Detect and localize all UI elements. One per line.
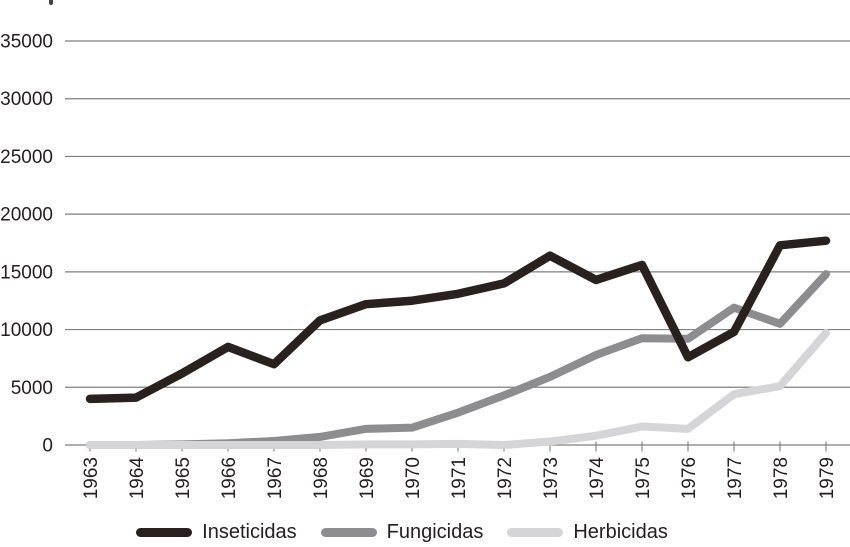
- x-axis-tick-label: 1978: [771, 457, 792, 499]
- x-axis-tick-label: 1963: [81, 457, 102, 499]
- y-axis-tick-label: 5000: [11, 378, 53, 399]
- x-axis-tick-label: 1970: [403, 457, 424, 499]
- legend-swatch-fungicidas-icon: [320, 527, 377, 537]
- y-axis-tick-label: 20000: [0, 205, 53, 226]
- gridlines: [65, 40, 850, 446]
- legend-label-fungicidas: Fungicidas: [386, 521, 484, 543]
- legend-item-fungicidas: Fungicidas: [320, 521, 484, 543]
- legend-label-inseticidas: Inseticidas: [202, 521, 297, 543]
- x-axis-tick-label: 1964: [127, 457, 148, 500]
- y-axis-tick-label: 15000: [0, 262, 53, 283]
- x-axis-tick-label: 1965: [173, 457, 194, 499]
- y-axis-labels: 0 5000 10000 15000 20000 25000 30000 35000: [0, 32, 53, 457]
- legend-swatch-inseticidas-icon: [136, 527, 193, 537]
- x-axis-tick-label: 1977: [725, 457, 746, 499]
- legend-item-inseticidas: Inseticidas: [136, 522, 297, 542]
- series-line-herbicidas: [86, 329, 830, 449]
- x-axis-tick-label: 1979: [817, 457, 838, 499]
- y-axis-tick-label: 35000: [0, 32, 53, 53]
- y-axis-tick-label: 30000: [0, 89, 53, 110]
- x-axis-tick-label: 1973: [541, 457, 562, 499]
- y-axis-tick-label: 0: [42, 436, 53, 457]
- x-axis-tick-label: 1976: [679, 457, 700, 499]
- x-axis-tick-label: 1971: [449, 457, 470, 499]
- x-axis-tick-label: 1975: [633, 457, 654, 499]
- legend-swatch-herbicidas-icon: [507, 527, 564, 537]
- cropped-label-fragment: [49, 0, 53, 5]
- x-axis-tick-label: 1972: [495, 457, 516, 499]
- series-lines: [85, 236, 831, 449]
- legend-item-herbicidas: Herbicidas: [507, 521, 668, 543]
- series-line-inseticidas: [85, 236, 831, 404]
- legend-label-herbicidas: Herbicidas: [573, 521, 668, 543]
- x-axis-tick-label: 1968: [311, 457, 332, 499]
- x-axis-tick-label: 1966: [219, 457, 240, 499]
- x-axis-tick-label: 1974: [587, 457, 608, 500]
- y-axis-tick-label: 10000: [0, 320, 53, 341]
- x-axis-tick-label: 1967: [265, 457, 286, 499]
- x-axis-labels: 1963 1964 1965 1966 1967 1968 1969 1970 1971 1972…: [81, 457, 838, 500]
- x-axis-tick-label: 1969: [357, 457, 378, 499]
- y-axis-tick-label: 25000: [0, 147, 53, 168]
- chart-legend: Inseticidas Fungicidas Herbicidas: [0, 522, 827, 542]
